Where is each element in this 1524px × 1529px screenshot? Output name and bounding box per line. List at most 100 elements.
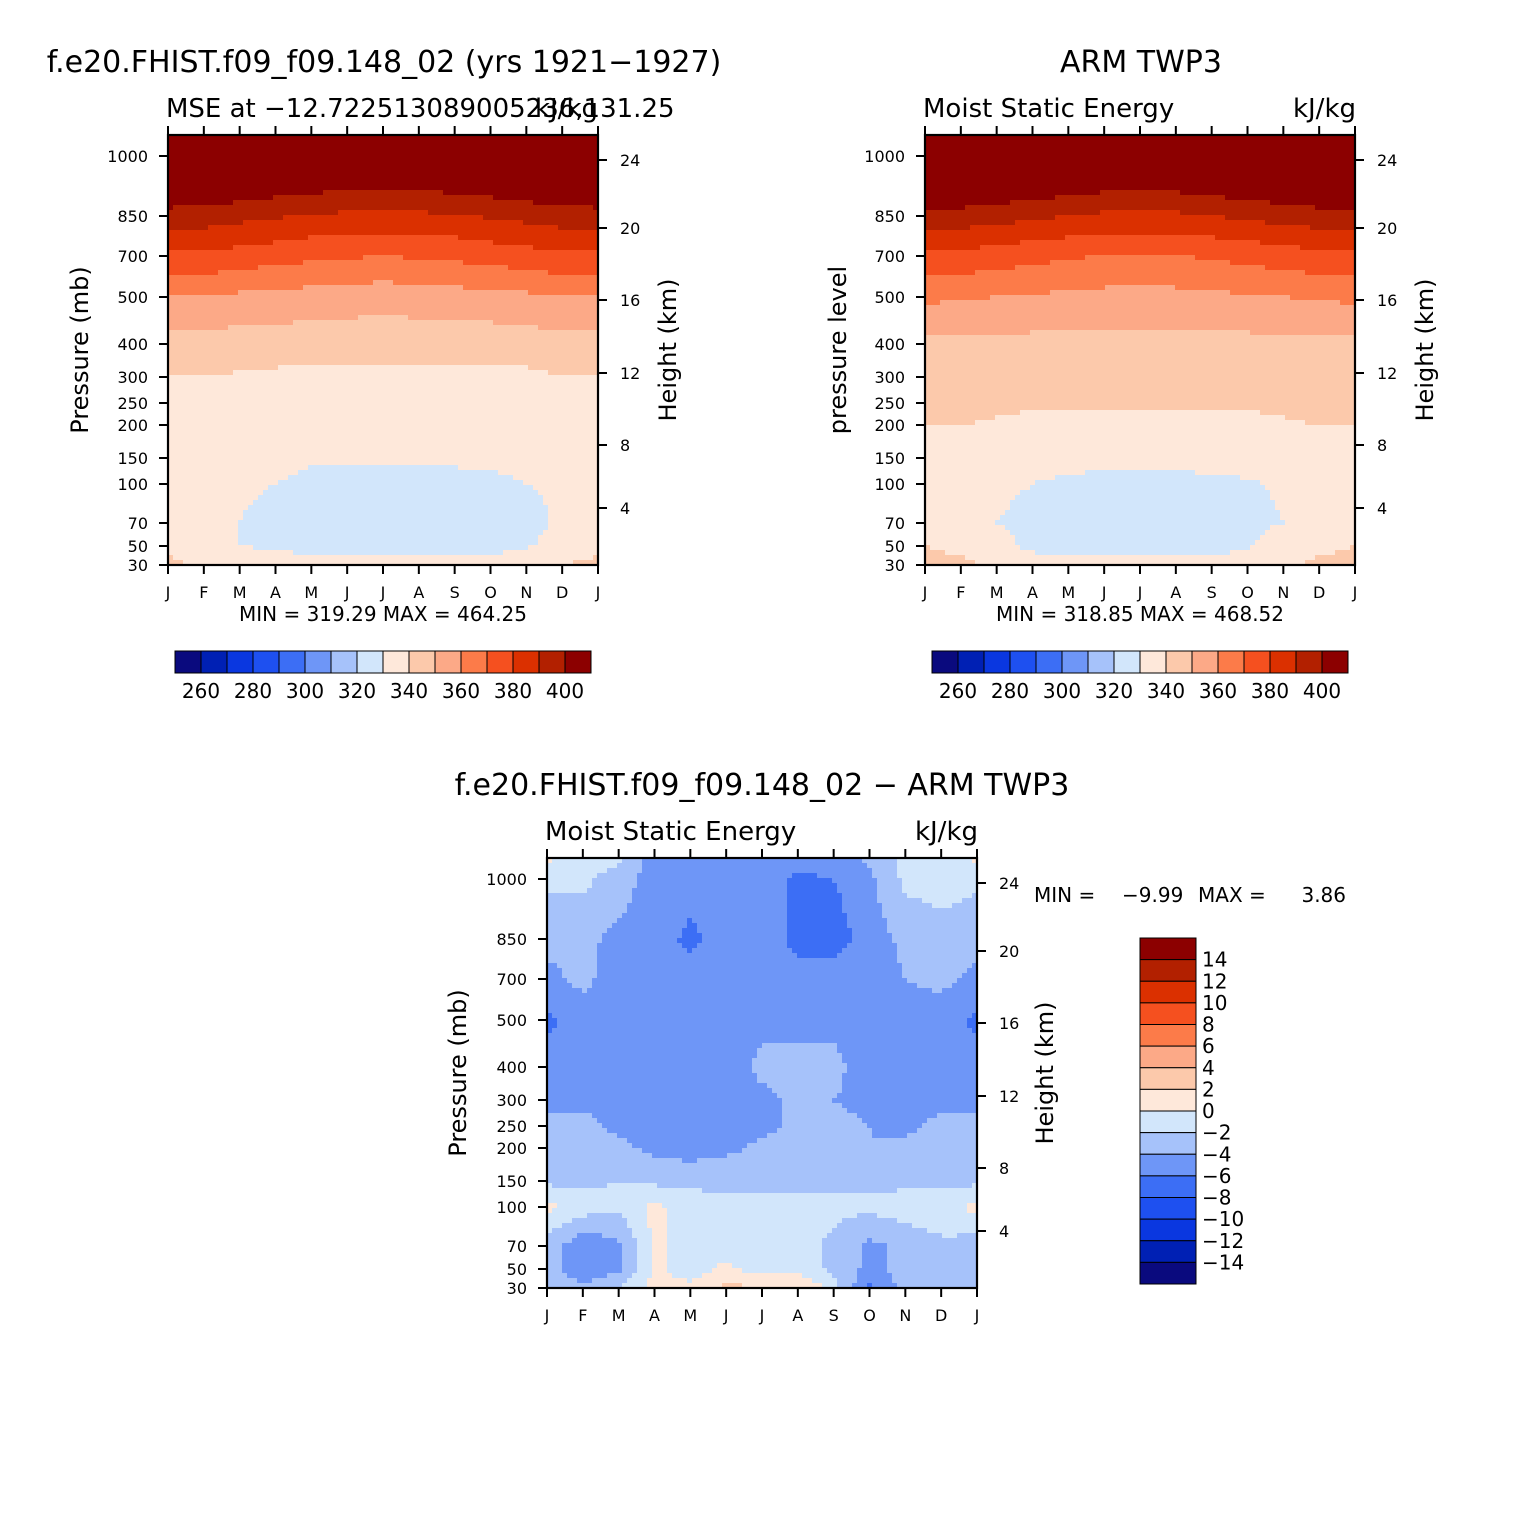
- contour-cell: [483, 320, 489, 326]
- contour-cell: [343, 195, 349, 201]
- contour-cell: [538, 310, 544, 316]
- contour-cell: [408, 245, 414, 251]
- contour-cell: [548, 405, 554, 411]
- contour-cell: [193, 200, 199, 206]
- contour-cell: [268, 220, 274, 226]
- contour-cell: [323, 325, 329, 331]
- contour-cell: [208, 235, 214, 241]
- contour-cell: [263, 365, 269, 371]
- contour-cell: [358, 415, 364, 421]
- contour-cell: [493, 315, 499, 321]
- contour-cell: [403, 315, 409, 321]
- contour-cell: [248, 350, 254, 356]
- contour-cell: [308, 195, 314, 201]
- contour-cell: [438, 155, 444, 161]
- contour-cell: [228, 355, 234, 361]
- contour-cell: [433, 345, 439, 351]
- contour-cell: [578, 255, 584, 261]
- contour-cell: [433, 235, 439, 241]
- contour-cell: [568, 345, 574, 351]
- contour-cell: [588, 355, 594, 361]
- contour-cell: [433, 140, 439, 146]
- contour-cell: [488, 180, 494, 186]
- contour-cell: [228, 220, 234, 226]
- contour-cell: [483, 200, 489, 206]
- contour-cell: [268, 255, 274, 261]
- contour-cell: [578, 410, 584, 416]
- contour-cell: [373, 165, 379, 171]
- contour-cell: [213, 375, 219, 381]
- contour-cell: [293, 385, 299, 391]
- contour-cell: [223, 285, 229, 291]
- contour-cell: [493, 265, 499, 271]
- contour-cell: [213, 410, 219, 416]
- contour-cell: [398, 365, 404, 371]
- contour-cell: [488, 170, 494, 176]
- contour-cell: [563, 305, 569, 311]
- contour-cell: [533, 255, 539, 261]
- contour-cell: [183, 280, 189, 286]
- contour-cell: [313, 325, 319, 331]
- contour-cell: [308, 320, 314, 326]
- contour-cell: [538, 365, 544, 371]
- contour-cell: [198, 315, 204, 321]
- contour-cell: [583, 290, 589, 296]
- contour-cell: [578, 210, 584, 216]
- contour-cell: [543, 295, 549, 301]
- contour-cell: [453, 135, 459, 141]
- contour-cell: [213, 385, 219, 391]
- contour-cell: [488, 210, 494, 216]
- contour-cell: [458, 380, 464, 386]
- contour-cell: [313, 195, 319, 201]
- contour-cell: [268, 420, 274, 426]
- contour-cell: [593, 220, 598, 226]
- contour-cell: [593, 350, 598, 356]
- contour-cell: [243, 135, 249, 141]
- contour-cell: [168, 395, 174, 401]
- contour-cell: [338, 170, 344, 176]
- contour-cell: [178, 225, 184, 231]
- contour-cell: [458, 145, 464, 151]
- contour-cell: [368, 230, 374, 236]
- contour-cell: [208, 270, 214, 276]
- contour-cell: [468, 385, 474, 391]
- contour-cell: [553, 295, 559, 301]
- contour-cell: [578, 355, 584, 361]
- contour-cell: [473, 330, 479, 336]
- contour-cell: [253, 420, 259, 426]
- contour-cell: [563, 295, 569, 301]
- contour-cell: [538, 245, 544, 251]
- contour-cell: [408, 175, 414, 181]
- contour-cell: [198, 205, 204, 211]
- contour-cell: [328, 285, 334, 291]
- contour-cell: [228, 160, 234, 166]
- contour-cell: [208, 395, 214, 401]
- contour-cell: [203, 370, 209, 376]
- contour-cell: [428, 335, 434, 341]
- contour-cell: [423, 150, 429, 156]
- contour-cell: [353, 190, 359, 196]
- contour-cell: [573, 285, 579, 291]
- contour-cell: [453, 320, 459, 326]
- contour-cell: [403, 410, 409, 416]
- contour-cell: [313, 350, 319, 356]
- contour-cell: [393, 385, 399, 391]
- contour-cell: [293, 335, 299, 341]
- contour-cell: [338, 140, 344, 146]
- contour-cell: [478, 375, 484, 381]
- contour-cell: [463, 370, 469, 376]
- contour-cell: [583, 365, 589, 371]
- contour-cell: [528, 220, 534, 226]
- contour-cell: [428, 185, 434, 191]
- contour-cell: [323, 355, 329, 361]
- contour-cell: [248, 400, 254, 406]
- contour-cell: [248, 420, 254, 426]
- contour-cell: [528, 205, 534, 211]
- contour-cell: [343, 275, 349, 281]
- contour-cell: [418, 285, 424, 291]
- contour-cell: [343, 265, 349, 271]
- contour-cell: [293, 170, 299, 176]
- contour-cell: [283, 235, 289, 241]
- contour-cell: [463, 350, 469, 356]
- contour-cell: [308, 210, 314, 216]
